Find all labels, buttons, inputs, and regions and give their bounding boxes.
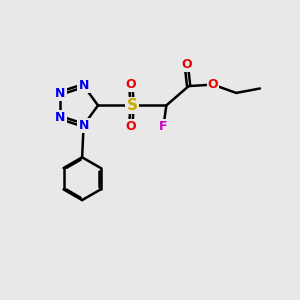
Text: N: N [55, 111, 65, 124]
Text: O: O [125, 120, 136, 133]
Text: O: O [208, 78, 218, 91]
Text: O: O [125, 77, 136, 91]
Text: O: O [181, 58, 192, 71]
Text: F: F [159, 120, 168, 133]
Text: N: N [55, 87, 65, 100]
Text: S: S [127, 98, 138, 113]
Text: N: N [78, 119, 89, 132]
Text: N: N [78, 79, 89, 92]
